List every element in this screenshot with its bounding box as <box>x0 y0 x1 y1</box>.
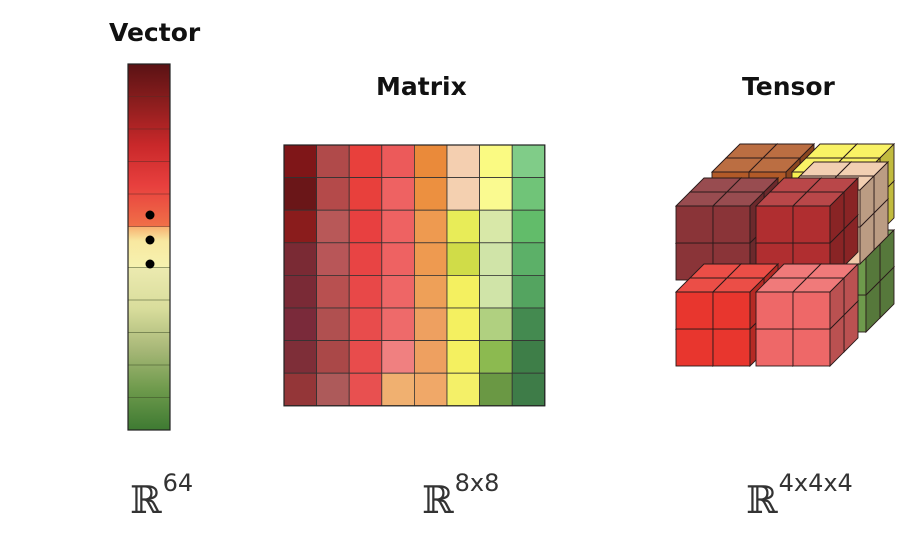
matrix-cell <box>316 307 350 341</box>
matrix-cell <box>479 340 513 374</box>
matrix-cell <box>283 274 317 309</box>
real-symbol: ℝ <box>422 478 454 522</box>
matrix-cell <box>446 372 480 407</box>
vector-dims: 64 <box>162 469 194 497</box>
matrix-cell <box>316 242 350 276</box>
matrix-cell <box>511 372 546 407</box>
matrix-space-label: ℝ8x8 <box>422 469 499 522</box>
real-symbol: ℝ <box>130 478 162 522</box>
matrix-cell <box>316 177 350 211</box>
matrix-cell <box>381 307 415 341</box>
matrix-cell <box>446 242 480 276</box>
matrix-cell <box>479 274 513 309</box>
matrix-cell <box>446 307 480 341</box>
matrix-cell <box>479 242 513 276</box>
vector-column <box>127 63 171 431</box>
vector-bottom-block <box>128 267 170 430</box>
matrix-cell <box>381 372 415 407</box>
matrix-cell <box>283 177 317 211</box>
matrix-cell <box>283 144 317 178</box>
matrix-cell <box>348 340 383 374</box>
matrix-cell <box>316 209 350 244</box>
matrix-cell <box>511 274 546 309</box>
matrix-cell <box>381 177 415 211</box>
real-symbol: ℝ <box>746 478 778 522</box>
matrix-cell <box>511 177 546 211</box>
matrix-cell <box>381 242 415 276</box>
tensor-title: Tensor <box>742 72 835 101</box>
matrix-cell <box>479 372 513 407</box>
matrix-cell <box>283 307 317 341</box>
tensor-space-label: ℝ4x4x4 <box>746 469 853 522</box>
matrix-cell <box>413 209 448 244</box>
matrix-cell <box>348 242 383 276</box>
matrix-cell <box>316 372 350 407</box>
matrix-cell <box>511 144 546 178</box>
ellipsis-dot <box>145 210 155 220</box>
matrix-cell <box>348 307 383 341</box>
matrix-cell <box>413 372 448 407</box>
matrix-cell <box>316 340 350 374</box>
matrix-title: Matrix <box>376 72 467 101</box>
matrix-cell <box>283 372 317 407</box>
vector-title: Vector <box>109 18 201 47</box>
matrix-cell <box>413 177 448 211</box>
matrix-grid <box>283 144 546 407</box>
matrix-cell <box>511 242 546 276</box>
tensor-cube <box>674 142 896 368</box>
matrix-cell <box>381 209 415 244</box>
matrix-cell <box>413 242 448 276</box>
matrix-cell <box>283 242 317 276</box>
matrix-cell <box>348 209 383 244</box>
matrix-cell <box>381 274 415 309</box>
matrix-cell <box>316 274 350 309</box>
tensor-block-front-top-right-subcube <box>754 190 809 245</box>
matrix-cell <box>511 209 546 244</box>
matrix-cell <box>316 144 350 178</box>
matrix-cell <box>381 340 415 374</box>
vector-space-label: ℝ64 <box>130 469 193 522</box>
ellipsis-dot <box>145 259 155 269</box>
matrix-cell <box>479 144 513 178</box>
matrix-cell <box>446 340 480 374</box>
matrix-cell <box>413 144 448 178</box>
tensor-block-front-bottom-right-subcube <box>791 276 846 331</box>
matrix-cell <box>348 274 383 309</box>
matrix-dims: 8x8 <box>454 469 500 497</box>
matrix-cell <box>283 340 317 374</box>
matrix-cell <box>479 209 513 244</box>
matrix-cell <box>511 307 546 341</box>
matrix-cell <box>511 340 546 374</box>
matrix-cell <box>348 177 383 211</box>
matrix-cell <box>413 307 448 341</box>
matrix-cell <box>413 274 448 309</box>
matrix-cell <box>446 209 480 244</box>
matrix-cell <box>381 144 415 178</box>
ellipsis-dot <box>145 235 155 245</box>
matrix-cell <box>348 144 383 178</box>
matrix-cell <box>446 177 480 211</box>
matrix-cell <box>479 307 513 341</box>
matrix-outline <box>283 144 546 407</box>
matrix-cell <box>413 340 448 374</box>
tensor-dims: 4x4x4 <box>778 469 853 497</box>
matrix-cell <box>479 177 513 211</box>
matrix-cell <box>446 274 480 309</box>
tensor-block-front-top-right-subcube <box>791 190 846 245</box>
matrix-cell <box>446 144 480 178</box>
vector-top-block <box>128 64 170 227</box>
matrix-cell <box>348 372 383 407</box>
vector-outline <box>127 63 171 431</box>
matrix-cell <box>283 209 317 244</box>
